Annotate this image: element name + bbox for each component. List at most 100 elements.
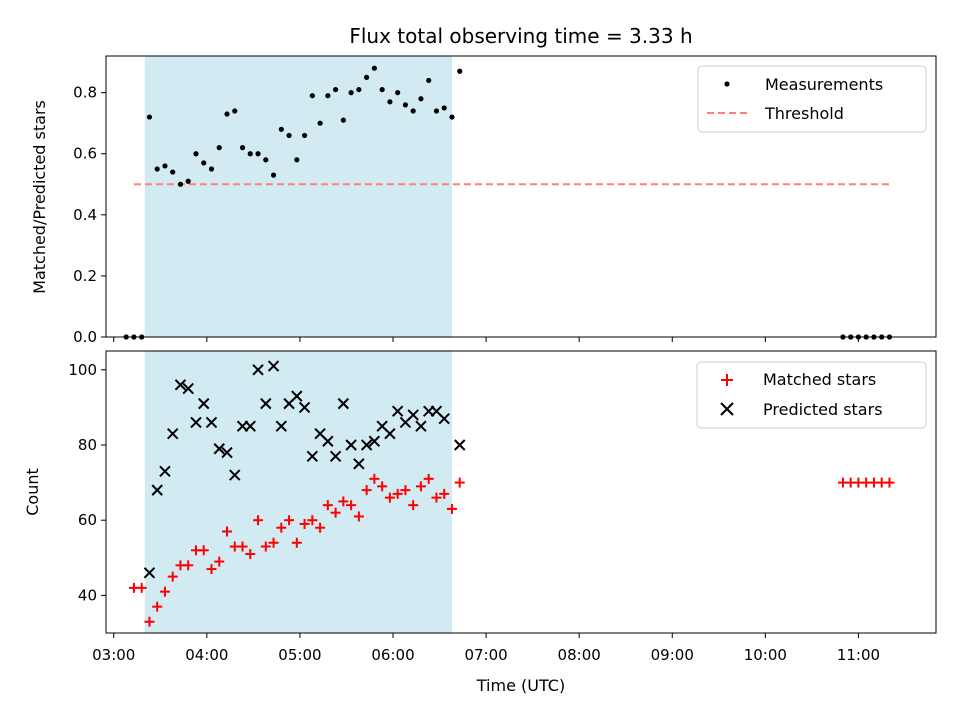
predicted-star-point bbox=[391, 405, 404, 417]
ratio-legend-box bbox=[697, 65, 927, 133]
predicted-star-point bbox=[182, 382, 194, 395]
predicted-star-point bbox=[415, 420, 427, 432]
measurement-point bbox=[340, 117, 346, 123]
predicted-star-point bbox=[267, 360, 280, 372]
matched-star-point bbox=[454, 477, 465, 488]
x-tick-label: 03:00 bbox=[92, 646, 135, 664]
measurement-point bbox=[317, 120, 323, 126]
ratio-marks bbox=[123, 65, 893, 340]
matched-star-point bbox=[307, 515, 318, 526]
matched-star-point bbox=[415, 481, 426, 492]
count-y-axis-label: Count bbox=[23, 468, 42, 516]
x-tick-label: 09:00 bbox=[651, 646, 694, 664]
predicted-star-point bbox=[438, 412, 450, 425]
ratio-panel-frame bbox=[105, 55, 937, 338]
measurement-point bbox=[162, 163, 168, 169]
measurement-point bbox=[255, 151, 261, 157]
count-x-ticks: 03:00 04:00 05:00 06:00 07:00 08:00 09:00 10:00… bbox=[92, 633, 880, 664]
y-tick-label: 100 bbox=[68, 361, 97, 379]
x-tick-label: 10:00 bbox=[744, 646, 787, 664]
observing-span-top bbox=[144, 56, 452, 337]
ratio-legend: Measurements Threshold bbox=[697, 65, 927, 133]
matched-star-point bbox=[144, 616, 155, 627]
matched-star-point bbox=[377, 481, 388, 492]
measurement-point bbox=[379, 86, 385, 93]
matched-star-point bbox=[276, 522, 287, 533]
measurement-point bbox=[286, 132, 292, 139]
chart-title: Flux total observing time = 3.33 h bbox=[349, 24, 692, 48]
predicted-star-point bbox=[407, 409, 419, 421]
predicted-star-point bbox=[275, 420, 288, 432]
measurement-point bbox=[301, 132, 308, 139]
legend-predicted-marker bbox=[720, 402, 734, 416]
count-legend: Matched stars Predicted stars bbox=[696, 361, 927, 429]
measurement-point bbox=[185, 178, 191, 184]
matched-star-point bbox=[431, 492, 442, 503]
count-panel-frame bbox=[105, 350, 937, 634]
measurement-point bbox=[154, 166, 160, 172]
ratio-x-ticks bbox=[113, 337, 859, 342]
predicted-star-point bbox=[229, 469, 241, 481]
matched-star-point bbox=[136, 582, 147, 593]
measurement-point bbox=[309, 93, 315, 99]
measurement-point bbox=[325, 93, 331, 99]
ratio-y-axis-label: Matched/Predicted stars bbox=[30, 100, 49, 294]
matched-star-point bbox=[346, 500, 357, 511]
predicted-star-point bbox=[337, 397, 350, 410]
measurement-point bbox=[239, 145, 246, 151]
measurement-point bbox=[364, 74, 370, 80]
predicted-star-point bbox=[454, 439, 466, 451]
x-tick-label: 07:00 bbox=[464, 646, 507, 664]
measurement-point bbox=[294, 157, 300, 163]
matched-star-point bbox=[330, 507, 341, 518]
measurement-point bbox=[216, 145, 222, 151]
matched-star-point bbox=[222, 526, 233, 537]
matched-star-point bbox=[245, 549, 256, 560]
matched-star-point bbox=[353, 511, 364, 522]
predicted-star-point bbox=[190, 416, 202, 429]
predicted-star-point bbox=[306, 450, 319, 462]
matched-star-point bbox=[392, 488, 403, 499]
y-tick-label: 60 bbox=[78, 511, 97, 529]
count-marks bbox=[128, 360, 895, 627]
measurement-point bbox=[278, 126, 284, 132]
count-y-ticks: 40 60 80 100 bbox=[68, 361, 106, 604]
measurement-point bbox=[270, 172, 277, 178]
predicted-star-point bbox=[353, 458, 365, 470]
x-axis-label: Time (UTC) bbox=[476, 676, 565, 695]
measurement-point bbox=[208, 166, 215, 172]
y-tick-label: 80 bbox=[78, 436, 97, 454]
matched-star-point bbox=[167, 571, 178, 582]
matched-star-point bbox=[198, 545, 209, 556]
predicted-star-point bbox=[291, 390, 303, 402]
matched-star-point bbox=[400, 485, 411, 496]
matched-star-point bbox=[253, 515, 264, 526]
ratio-panel: 0.00.20.40.60.8 Matched/Predicted stars … bbox=[30, 55, 937, 346]
legend-threshold-label: Threshold bbox=[764, 104, 844, 123]
measurement-point bbox=[263, 157, 269, 163]
measurement-point bbox=[441, 105, 447, 111]
matched-star-point bbox=[268, 537, 279, 548]
measurement-point bbox=[193, 151, 199, 157]
matched-star-point bbox=[315, 522, 326, 533]
matched-star-point bbox=[206, 564, 217, 575]
predicted-star-point bbox=[345, 439, 357, 451]
measurement-point bbox=[348, 90, 354, 96]
matched-star-point bbox=[369, 473, 380, 484]
count-legend-box bbox=[696, 361, 927, 429]
predicted-star-point bbox=[159, 465, 171, 478]
predicted-star-point bbox=[322, 435, 334, 447]
predicted-star-point bbox=[151, 484, 163, 496]
predicted-star-point bbox=[384, 428, 396, 440]
y-tick-label: 0.6 bbox=[73, 145, 97, 163]
x-tick-label: 08:00 bbox=[558, 646, 601, 664]
measurement-point bbox=[449, 114, 455, 120]
predicted-star-point bbox=[329, 450, 342, 462]
measurement-point bbox=[170, 169, 176, 175]
matched-star-point bbox=[152, 601, 163, 612]
matched-star-point bbox=[322, 500, 333, 511]
y-tick-label: 0.4 bbox=[73, 206, 97, 224]
matched-star-point bbox=[291, 537, 302, 548]
legend-matched-label: Matched stars bbox=[763, 370, 876, 389]
